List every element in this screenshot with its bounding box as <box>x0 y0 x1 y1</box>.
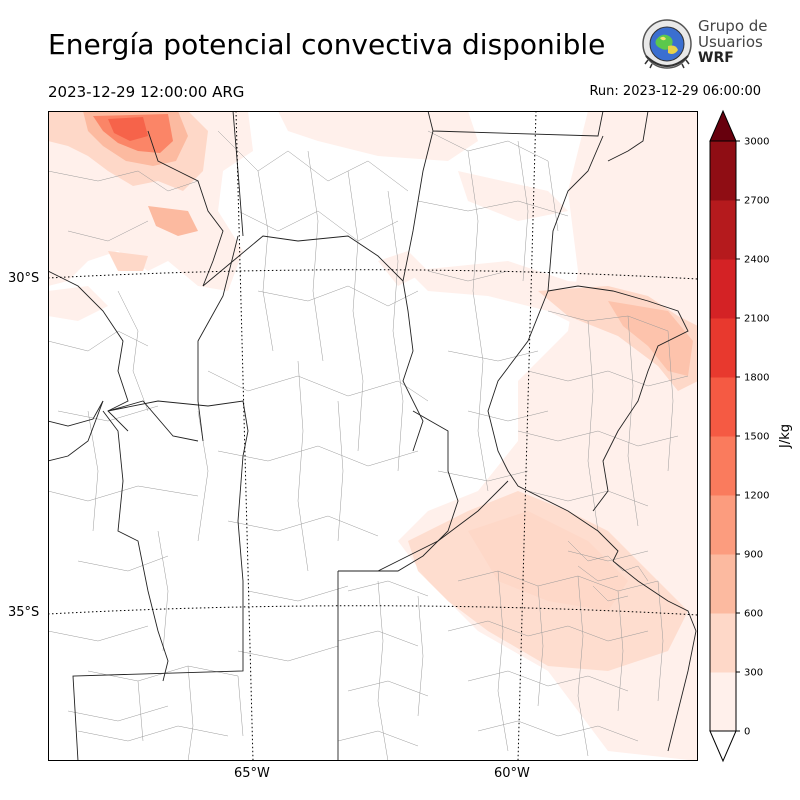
colorbar-block <box>710 318 736 378</box>
cape-map[interactable] <box>48 111 698 761</box>
lat-label-30s: 30°S <box>8 271 40 286</box>
colorbar-tick-label: 0 <box>744 727 750 738</box>
logo-text-line1: Grupo de <box>698 17 768 35</box>
colorbar-unit: J/kg <box>778 424 793 449</box>
lat-label-35s: 35°S <box>8 605 40 620</box>
colorbar-tick-label: 300 <box>744 668 763 679</box>
colorbar-tick-label: 2400 <box>744 255 769 266</box>
colorbar-block <box>710 200 736 260</box>
lon-label-60w: 60°W <box>494 766 530 781</box>
colorbar-block <box>710 436 736 496</box>
graticule <box>48 111 698 761</box>
colorbar-extend-top <box>709 109 737 142</box>
colorbar-blocks <box>710 141 736 732</box>
wrf-logo: Grupo de Usuarios WRF <box>638 16 768 74</box>
colorbar-block <box>710 259 736 319</box>
colorbar-extend-bottom <box>709 730 737 763</box>
colorbar-block <box>710 377 736 437</box>
colorbar-tick-label: 600 <box>744 609 763 620</box>
colorbar-block <box>710 495 736 555</box>
colorbar-tick-label: 2100 <box>744 314 769 325</box>
province-boundaries <box>48 111 697 761</box>
colorbar-tick-label: 1500 <box>744 432 769 443</box>
colorbar-ticks: 0 300 600 900 1200 1500 1800 2100 2400 2700 3000 <box>736 137 769 738</box>
run-time: Run: 2023-12-29 06:00:00 <box>589 84 761 99</box>
cape-field <box>48 111 698 761</box>
colorbar-tick-label: 900 <box>744 550 763 561</box>
department-boundaries <box>48 130 689 761</box>
logo-text-line2: Usuarios <box>698 33 763 51</box>
colorbar-block <box>710 554 736 614</box>
colorbar-block <box>710 613 736 673</box>
lon-label-65w: 65°W <box>234 766 270 781</box>
globe-icon <box>642 19 692 69</box>
colorbar-tick-label: 2700 <box>744 196 769 207</box>
valid-time: 2023-12-29 12:00:00 ARG <box>48 83 245 101</box>
logo-text-line3: WRF <box>698 50 734 66</box>
colorbar-block <box>710 672 736 732</box>
colorbar-block <box>710 141 736 201</box>
map-title: Energía potencial convectiva disponible <box>48 28 606 61</box>
colorbar-tick-label: 3000 <box>744 137 769 148</box>
colorbar-tick-label: 1800 <box>744 373 769 384</box>
colorbar: 0 300 600 900 1200 1500 1800 2100 2400 2700 3000 J… <box>709 109 793 763</box>
colorbar-tick-label: 1200 <box>744 491 769 502</box>
map-frame <box>48 111 698 761</box>
